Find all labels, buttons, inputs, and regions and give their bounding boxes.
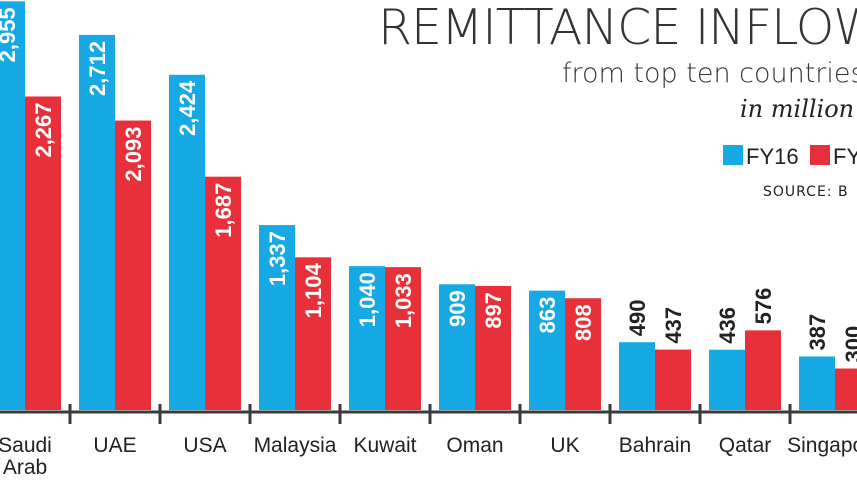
bar-fy17	[655, 349, 691, 410]
data-label: 387	[805, 314, 830, 351]
bar-fy16	[259, 225, 295, 410]
legend-label-fy16: FY16	[746, 144, 799, 169]
x-tick-label: UAE	[93, 434, 136, 457]
bar-fy17	[385, 267, 421, 410]
data-label: 1,040	[355, 272, 380, 327]
chart-title: REMITTANCE INFLOW	[378, 0, 857, 56]
bar-fy17	[475, 285, 511, 410]
bar-fy16	[0, 1, 25, 411]
x-tick-label: UK	[550, 434, 579, 457]
bar-fy16	[349, 266, 385, 410]
bar-fy17	[835, 368, 857, 410]
data-label: 2,424	[175, 80, 200, 136]
chart-subtitle: from top ten countries	[562, 58, 857, 89]
data-label: 1,687	[211, 183, 236, 238]
bar-fy17	[295, 257, 331, 410]
bar-fy16	[439, 284, 475, 410]
x-tick-label: Malaysia	[254, 434, 337, 457]
data-label: 863	[535, 297, 560, 334]
data-label: 897	[481, 292, 506, 329]
legend-swatch-fy16	[723, 145, 743, 165]
data-label: 808	[571, 304, 596, 341]
bar-fy17	[565, 298, 601, 410]
data-label: 576	[751, 288, 776, 325]
data-label: 2,267	[31, 102, 56, 157]
unit-label: in million	[740, 95, 854, 123]
data-label: 1,337	[265, 231, 290, 286]
x-tick-label: USA	[183, 434, 226, 457]
data-label: 300	[841, 326, 857, 363]
bar-fy16	[619, 342, 655, 410]
bar-fy17	[205, 176, 241, 410]
bar-fy16	[709, 349, 745, 410]
data-label: 2,093	[121, 127, 146, 182]
legend-swatch-fy17	[810, 145, 830, 165]
x-tick-label: Kuwait	[353, 434, 416, 457]
bar-fy17	[745, 330, 781, 410]
legend-label-fy17: FY17	[833, 144, 857, 169]
bar-fy16	[169, 74, 205, 410]
data-label: 909	[445, 290, 470, 327]
bar-fy16	[799, 356, 835, 410]
bar-fy16	[79, 34, 115, 411]
x-tick-label: Oman	[446, 434, 503, 457]
data-label: 437	[661, 307, 686, 344]
data-label: 2,955	[0, 7, 20, 62]
x-tick-label: Saudi Arab	[0, 434, 52, 479]
data-label: 1,104	[301, 263, 326, 319]
x-tick-label: Singapore	[787, 434, 857, 457]
data-label: 2,712	[85, 41, 110, 96]
bar-fy16	[529, 290, 565, 410]
source-note: SOURCE: B	[763, 184, 849, 200]
data-label: 1,033	[391, 273, 416, 328]
data-label: 490	[625, 300, 650, 337]
x-tick-label: Bahrain	[619, 434, 691, 457]
bar-fy17	[115, 120, 151, 411]
bar-fy17	[25, 96, 61, 410]
data-label: 436	[715, 307, 740, 344]
x-tick-label: Qatar	[719, 434, 772, 457]
